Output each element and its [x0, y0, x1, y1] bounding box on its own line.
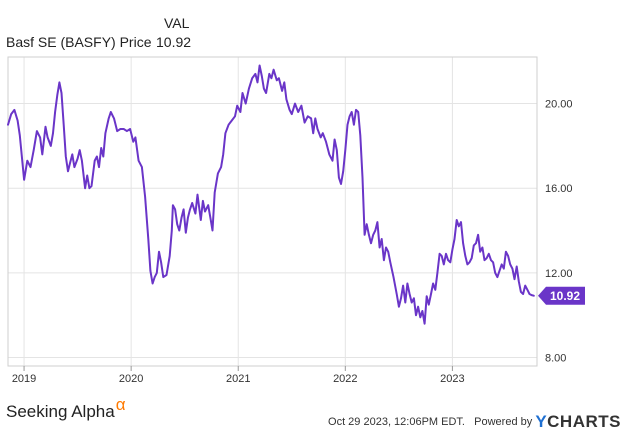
x-tick-label: 2020: [119, 373, 143, 385]
last-value-label: 10.92: [550, 289, 580, 303]
ycharts-logo-rest: CHARTS: [547, 412, 621, 431]
x-tick-label: 2021: [226, 373, 250, 385]
y-tick-label: 8.00: [545, 353, 566, 365]
legend-series-value: 10.92: [156, 34, 192, 50]
seeking-alpha-logo: Seeking Alphaα: [6, 395, 126, 422]
x-tick-label: 2019: [12, 373, 36, 385]
y-tick-label: 20.00: [545, 99, 573, 111]
grid: [8, 57, 537, 366]
price-series-line: [7, 64, 535, 325]
legend-series-label: Basf SE (BASFY) Price: [6, 34, 152, 50]
price-chart: 8.00 12.00 16.00 20.00 2019 2020 2021 2022 2023…: [7, 56, 585, 385]
series-group: [7, 64, 535, 325]
alpha-symbol: α: [115, 395, 126, 414]
y-tick-label: 12.00: [545, 268, 573, 280]
footer-attribution: Oct 29 2023, 12:06PM EDT. Powered by YCH…: [328, 410, 621, 431]
x-axis: 2019 2020 2021 2022 2023: [12, 366, 465, 385]
last-value-tag-group: 10.92: [538, 286, 585, 305]
x-tick-label: 2022: [333, 373, 357, 385]
y-axis: 8.00 12.00 16.00 20.00: [545, 99, 573, 365]
ycharts-logo: YCHARTS: [535, 412, 621, 431]
brand-name: Seeking Alpha: [6, 402, 115, 421]
x-tick-label: 2023: [440, 373, 464, 385]
legend-header: VAL: [164, 15, 190, 31]
last-value-tag: [538, 286, 585, 305]
ycharts-logo-y: Y: [535, 412, 548, 431]
powered-by-label: Powered by: [474, 416, 533, 428]
y-tick-label: 16.00: [545, 183, 573, 195]
timestamp: Oct 29 2023, 12:06PM EDT.: [328, 416, 465, 428]
plot-frame: [7, 56, 538, 367]
